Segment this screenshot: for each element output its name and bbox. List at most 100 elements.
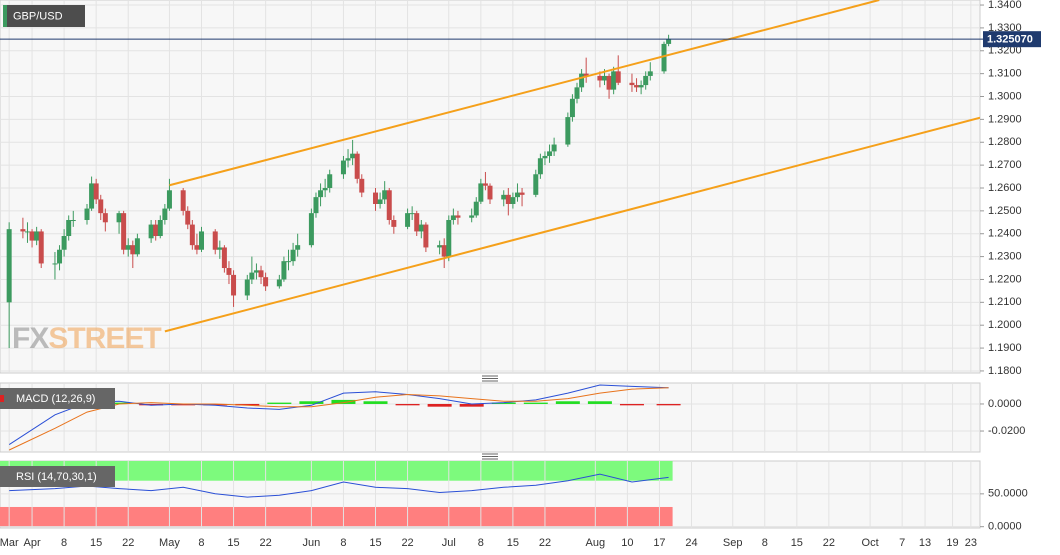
candle-body xyxy=(487,185,493,200)
candle-body xyxy=(295,245,301,250)
y-tick-label: 0.0000 xyxy=(988,521,1022,533)
indicator-line xyxy=(9,473,669,498)
candle-body xyxy=(70,220,76,222)
macd-panel xyxy=(0,382,981,453)
candle-body xyxy=(134,238,140,255)
candle-body xyxy=(391,220,397,227)
macd-box: MACD (12,26,9) xyxy=(0,388,115,409)
rsi-title: RSI (14,70,30,1) xyxy=(16,471,97,483)
y-tick-label: 50.0000 xyxy=(988,488,1028,500)
histogram-bar xyxy=(267,402,292,404)
candle-body xyxy=(231,274,237,296)
candle-body xyxy=(29,231,35,241)
candle-body xyxy=(478,183,484,202)
histogram-bar xyxy=(587,401,612,404)
indicator-line xyxy=(8,384,669,446)
y-tick-label: 1.1800 xyxy=(988,365,1022,377)
x-tick-label: 17 xyxy=(653,537,665,549)
candle-body xyxy=(198,231,204,250)
watermark-fx: FX xyxy=(12,322,49,355)
x-tick-label: 24 xyxy=(685,537,697,549)
candle-body xyxy=(189,224,195,246)
candle-body xyxy=(423,224,429,248)
x-tick-label: 22 xyxy=(401,537,413,549)
histogram-bar xyxy=(523,402,548,404)
candle-body xyxy=(514,192,520,198)
histogram-bar xyxy=(139,403,164,406)
candle-body xyxy=(574,87,580,99)
x-tick-label: 8 xyxy=(198,537,204,549)
candle-body xyxy=(226,268,232,275)
x-tick-label: Jun xyxy=(303,537,321,549)
candle-body xyxy=(253,270,259,273)
x-tick-label: 23 xyxy=(965,537,977,549)
candle-body xyxy=(24,231,30,233)
candle-body xyxy=(501,194,507,200)
candle-body xyxy=(313,197,319,214)
x-tick-label: 22 xyxy=(823,537,835,549)
panel-grip[interactable] xyxy=(482,453,498,460)
y-tick-label: 1.2600 xyxy=(988,182,1022,194)
candle-body xyxy=(473,201,479,216)
histogram-bar xyxy=(363,401,388,404)
candle-body xyxy=(629,82,635,86)
histogram-bar xyxy=(619,403,644,406)
candle-body xyxy=(615,71,621,83)
candle-body xyxy=(666,39,672,44)
candle-body xyxy=(414,213,420,232)
axes: 1.1800 1.1900 1.2000 1.2100 1.2200 1.2300 1.24… xyxy=(0,0,1028,549)
panel-grip[interactable] xyxy=(482,375,498,382)
candle-body xyxy=(418,224,424,232)
candle-body xyxy=(643,75,649,86)
x-tick-label: Jul xyxy=(442,537,456,549)
histogram-bar xyxy=(427,403,452,407)
y-tick-label: 1.2500 xyxy=(988,205,1022,217)
candle-body xyxy=(130,245,136,255)
x-tick-label: Oct xyxy=(862,537,879,549)
candle-body xyxy=(606,75,612,90)
candle-body xyxy=(217,247,223,250)
candle-body xyxy=(6,229,12,303)
x-tick-label: 15 xyxy=(369,537,381,549)
candle-body xyxy=(258,270,264,278)
candle-body xyxy=(579,73,585,88)
candle-body xyxy=(20,229,26,232)
candle-body xyxy=(647,71,653,76)
x-tick-label: 22 xyxy=(122,537,134,549)
candle-body xyxy=(450,215,456,221)
candle-body xyxy=(290,249,296,262)
candle-body xyxy=(510,197,516,204)
candle-body xyxy=(153,224,159,237)
candle-body xyxy=(89,183,95,209)
candle-body xyxy=(354,153,360,179)
y-tick-label: 1.2400 xyxy=(988,228,1022,240)
candle-body xyxy=(102,213,108,223)
candle-body xyxy=(597,75,603,81)
y-tick-label: 1.2000 xyxy=(988,319,1022,331)
indicator-line xyxy=(8,387,669,451)
candle-body xyxy=(194,245,200,250)
candle-body xyxy=(84,208,90,221)
candle-body xyxy=(185,210,191,225)
candle-body xyxy=(180,190,186,211)
y-tick-label: 1.3300 xyxy=(988,22,1022,34)
candle-body xyxy=(57,249,63,264)
candle-body xyxy=(345,158,351,161)
candle-body xyxy=(281,261,287,280)
candle-body xyxy=(276,279,282,287)
y-tick-label: 1.1900 xyxy=(988,342,1022,354)
candle-body xyxy=(98,199,104,214)
x-tick-label: Apr xyxy=(23,537,40,549)
candle-body xyxy=(221,247,227,269)
y-tick-label: 1.3100 xyxy=(988,68,1022,80)
y-tick-label: 1.3200 xyxy=(988,45,1022,57)
x-tick-label: 8 xyxy=(61,537,67,549)
candle-body xyxy=(34,231,40,241)
candle-body xyxy=(446,220,452,257)
x-tick-label: 22 xyxy=(539,537,551,549)
candle-body xyxy=(469,215,475,218)
candle-body xyxy=(340,160,346,175)
x-tick-label: Mar xyxy=(0,537,19,549)
y-tick-label: 1.2900 xyxy=(988,113,1022,125)
